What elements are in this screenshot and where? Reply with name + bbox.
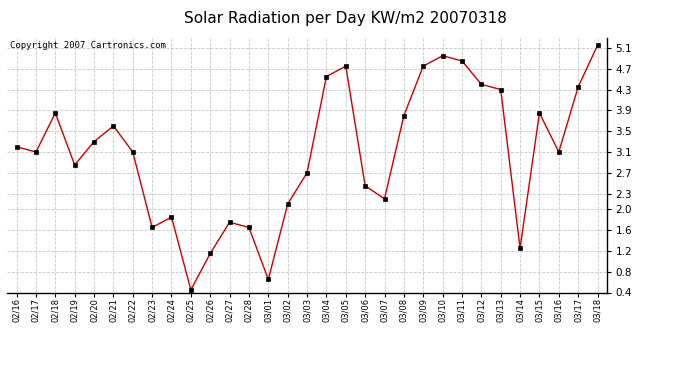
Text: Copyright 2007 Cartronics.com: Copyright 2007 Cartronics.com [10, 41, 166, 50]
Text: Solar Radiation per Day KW/m2 20070318: Solar Radiation per Day KW/m2 20070318 [184, 11, 506, 26]
